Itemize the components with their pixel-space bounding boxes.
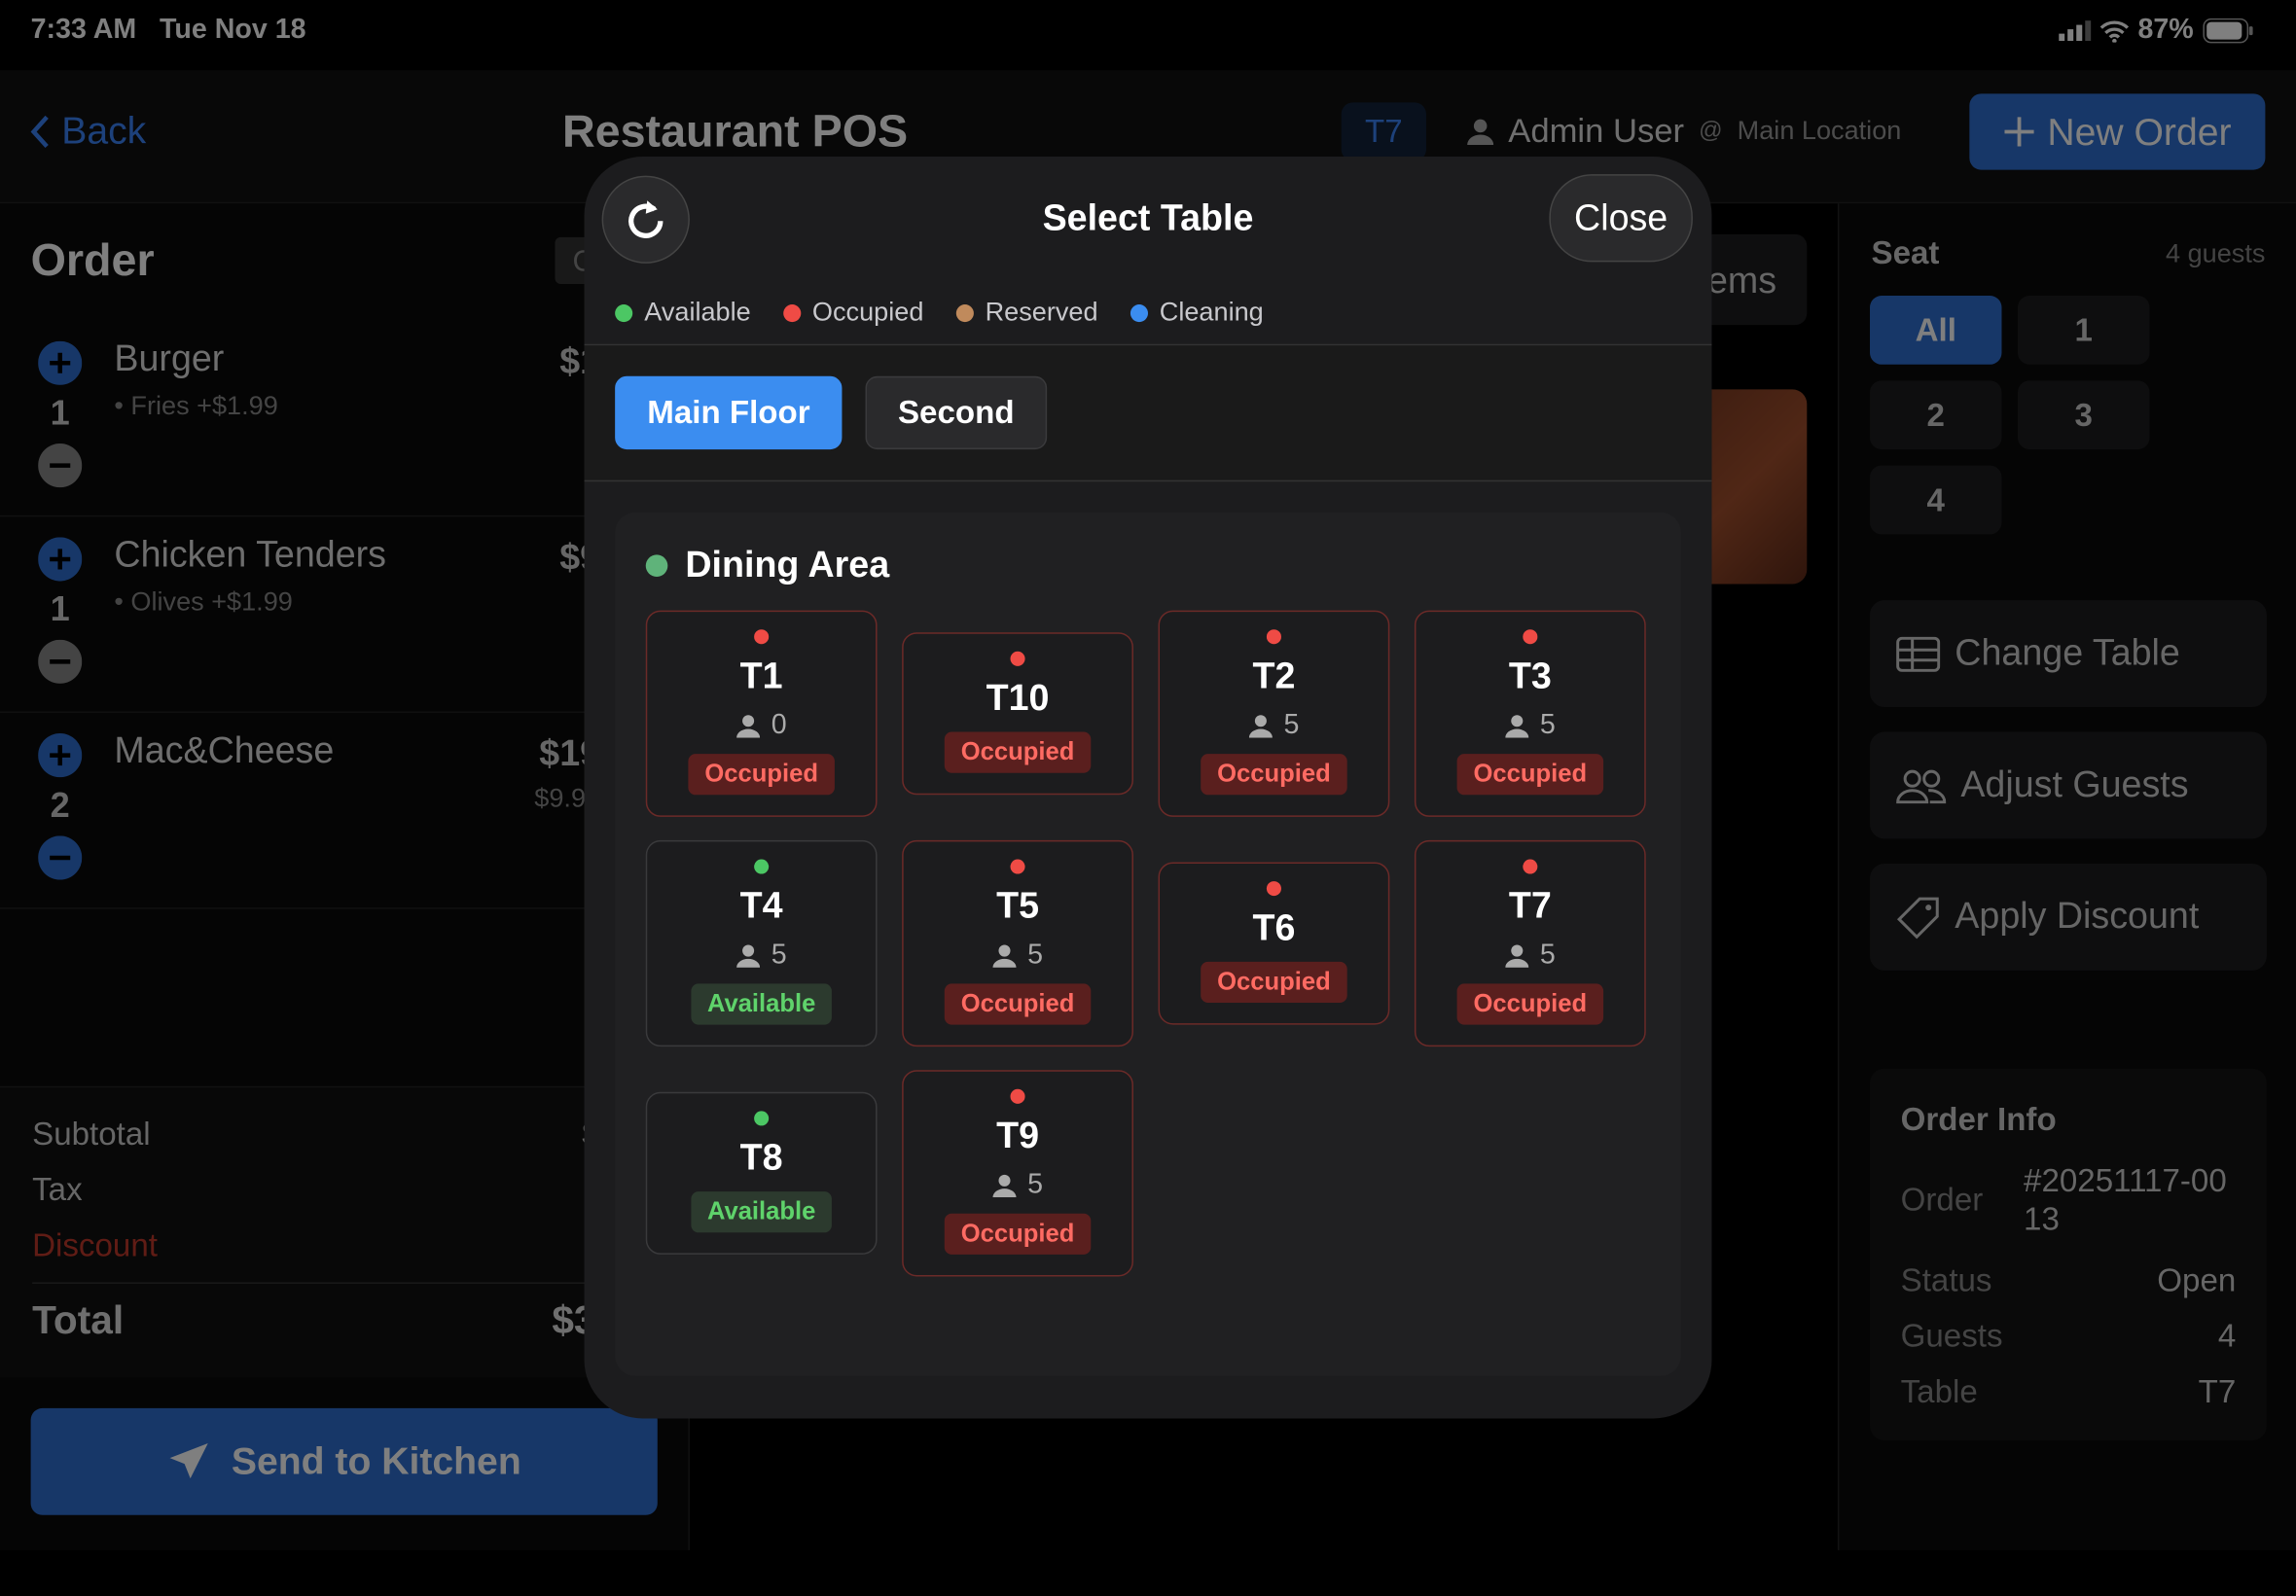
status-dot — [1010, 859, 1025, 874]
table-guests: 5 — [1504, 940, 1556, 972]
legend-dot — [1130, 303, 1148, 322]
table-name: T7 — [1508, 885, 1552, 927]
table-card[interactable]: T1 0 Occupied — [645, 610, 878, 817]
status-dot — [754, 1111, 770, 1126]
table-name: T1 — [739, 656, 783, 697]
select-table-modal: Select Table Close Available Occupied Rese… — [584, 157, 1712, 1419]
table-name: T10 — [986, 677, 1050, 720]
table-card[interactable]: T4 5 Available — [645, 839, 878, 1047]
guest-count: 5 — [1027, 940, 1044, 971]
table-card[interactable]: T9 5 Occupied — [902, 1070, 1133, 1277]
legend-label: Reserved — [985, 297, 1098, 327]
refresh-icon — [628, 200, 664, 238]
guest-icon — [1504, 944, 1528, 968]
guest-icon — [1248, 715, 1273, 738]
table-status: Available — [691, 983, 832, 1025]
guest-icon — [992, 1174, 1017, 1198]
status-dot — [1010, 1088, 1025, 1104]
table-status: Available — [691, 1191, 832, 1233]
table-name: T4 — [739, 885, 783, 927]
table-card[interactable]: T3 5 Occupied — [1414, 610, 1646, 817]
table-status: Occupied — [1201, 754, 1347, 796]
section: Dining Area T1 0 Occupied T10 Occupied T2 5 Occ… — [615, 512, 1681, 1376]
legend-label: Occupied — [811, 297, 924, 327]
table-status: Occupied — [945, 1213, 1091, 1255]
status-dot — [754, 859, 770, 874]
table-status: Occupied — [1456, 983, 1603, 1025]
table-guests: 5 — [735, 940, 787, 972]
floor-tabs: Main Floor Second — [615, 375, 1047, 450]
guest-count: 5 — [1539, 709, 1556, 741]
table-name: T2 — [1252, 656, 1296, 697]
legend: Available Occupied Reserved Cleaning — [615, 298, 1296, 329]
table-name: T9 — [996, 1115, 1040, 1157]
guest-icon — [992, 944, 1017, 968]
guest-count: 5 — [1283, 709, 1300, 741]
status-dot — [1266, 629, 1281, 645]
status-dot — [1266, 881, 1281, 897]
section-header: Dining Area — [645, 544, 890, 587]
floor-tab[interactable]: Second — [865, 375, 1047, 450]
table-guests: 5 — [1504, 709, 1556, 742]
status-dot — [1523, 859, 1538, 874]
table-card[interactable]: T7 5 Occupied — [1414, 839, 1646, 1047]
status-dot — [1523, 629, 1538, 645]
table-card[interactable]: T10 Occupied — [902, 632, 1133, 796]
modal-title: Select Table — [1042, 197, 1254, 239]
table-status: Occupied — [1201, 961, 1347, 1003]
legend-dot — [782, 303, 801, 322]
table-card[interactable]: T6 Occupied — [1158, 862, 1390, 1025]
table-name: T3 — [1508, 656, 1552, 697]
section-title: Dining Area — [685, 544, 890, 586]
status-dot — [1010, 651, 1025, 666]
table-card[interactable]: T5 5 Occupied — [902, 839, 1133, 1047]
status-dot — [754, 629, 770, 645]
table-name: T5 — [996, 885, 1040, 927]
table-guests: 5 — [992, 1170, 1043, 1202]
table-grid: T1 0 Occupied T10 Occupied T2 5 Occupied T3 5 Occu… — [645, 610, 1649, 1277]
table-card[interactable]: T2 5 Occupied — [1158, 610, 1390, 817]
legend-label: Cleaning — [1159, 297, 1264, 327]
guest-icon — [735, 944, 760, 968]
table-name: T6 — [1252, 907, 1296, 949]
close-button[interactable]: Close — [1549, 174, 1693, 263]
table-guests: 0 — [735, 709, 787, 742]
guest-icon — [1504, 715, 1528, 738]
guest-icon — [735, 715, 760, 738]
legend-dot — [955, 303, 974, 322]
legend-item: Reserved — [955, 297, 1098, 329]
guest-count: 5 — [771, 940, 787, 971]
section-dot — [645, 554, 668, 578]
guest-count: 5 — [1027, 1169, 1044, 1201]
legend-label: Available — [644, 297, 751, 327]
legend-item: Available — [615, 298, 751, 329]
refresh-button[interactable] — [601, 175, 690, 264]
legend-item: Occupied — [782, 297, 924, 329]
guest-count: 0 — [771, 709, 787, 741]
table-name: T8 — [739, 1137, 783, 1179]
table-status: Occupied — [1456, 754, 1603, 796]
table-status: Occupied — [945, 731, 1091, 773]
table-status: Occupied — [688, 754, 835, 796]
table-status: Occupied — [945, 983, 1091, 1025]
legend-dot — [615, 303, 633, 322]
guest-count: 5 — [1539, 940, 1556, 971]
table-guests: 5 — [992, 940, 1043, 972]
floor-tab[interactable]: Main Floor — [615, 375, 843, 450]
table-card[interactable]: T8 Available — [645, 1091, 878, 1255]
table-guests: 5 — [1248, 710, 1299, 742]
legend-item: Cleaning — [1130, 298, 1264, 329]
